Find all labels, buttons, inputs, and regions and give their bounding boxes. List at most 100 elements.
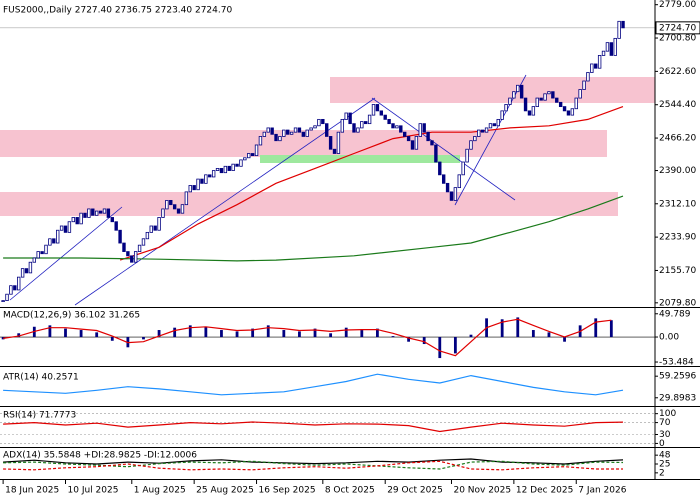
line [3, 421, 624, 433]
candle [519, 84, 524, 99]
candle [402, 131, 407, 137]
line [119, 106, 624, 261]
candle [5, 293, 9, 302]
y-tick-label: 2079.80 [659, 298, 696, 308]
candle [621, 20, 625, 29]
y-tick-label: 29.8983 [659, 393, 696, 403]
candle [492, 123, 497, 127]
histogram-bar [547, 332, 551, 338]
candle [430, 140, 434, 146]
candle [254, 144, 259, 157]
y-tick-label: 2312.10 [659, 199, 696, 209]
x-tick-label: 25 Aug 2025 [196, 486, 254, 496]
candle [594, 63, 598, 69]
candle [200, 178, 204, 184]
candle [17, 276, 21, 291]
candle [539, 97, 543, 101]
x-tick-label: 10 Jul 2025 [68, 486, 119, 496]
candle [91, 208, 95, 216]
histogram-bar [329, 333, 333, 338]
y-tick-label: 2390.00 [659, 166, 696, 176]
histogram-bar [64, 328, 67, 338]
candle [352, 123, 356, 133]
candle [67, 221, 72, 233]
candle [332, 148, 337, 154]
candle [496, 118, 500, 127]
candle [488, 123, 493, 129]
y-tick-label: 0 [659, 439, 665, 449]
candle [122, 242, 126, 252]
y-tick-label: 0.00 [659, 333, 679, 343]
histogram-bar [469, 334, 473, 338]
histogram-bar [438, 337, 442, 359]
candle [165, 200, 169, 210]
line [3, 373, 624, 396]
candle [56, 229, 60, 244]
candle [204, 174, 208, 184]
candle [617, 20, 621, 39]
candle [270, 127, 274, 135]
candle [278, 136, 282, 142]
histogram-bar [282, 330, 286, 338]
candle [250, 153, 255, 157]
candle [63, 225, 68, 233]
candle [441, 174, 446, 184]
candle [558, 101, 563, 107]
histogram-bar [220, 330, 223, 338]
candle [243, 157, 247, 161]
candle [9, 285, 13, 295]
zone [330, 77, 655, 103]
candle [59, 225, 64, 231]
candle [130, 255, 134, 263]
candle [391, 123, 395, 129]
histogram-bar [188, 325, 192, 338]
x-tick-label: 16 Sep 2025 [259, 486, 316, 496]
candle [508, 97, 512, 105]
candle [293, 127, 298, 133]
y-tick-label: 2779.00 [659, 0, 696, 10]
candle [449, 191, 454, 201]
trend-line [74, 97, 376, 306]
candle [418, 123, 422, 137]
candle [106, 208, 111, 218]
histogram-bar [563, 337, 566, 342]
candle [79, 212, 83, 225]
candle [40, 251, 44, 255]
candle [87, 208, 91, 218]
candle [336, 131, 341, 154]
candle [161, 208, 165, 218]
candle [453, 187, 458, 201]
candle [301, 131, 306, 137]
candle [375, 104, 380, 112]
candle [321, 118, 325, 125]
candle [211, 170, 216, 178]
histogram-bar [204, 326, 208, 338]
x-tick-label: 29 Oct 2025 [387, 486, 443, 496]
y-tick-label: -53.484 [659, 358, 694, 368]
candle [465, 148, 469, 163]
x-tick-label: 12 Dec 2025 [516, 486, 574, 496]
candle [75, 217, 79, 225]
candle [317, 118, 321, 127]
candle [98, 210, 103, 214]
candle [543, 93, 547, 101]
line [3, 460, 623, 471]
candle [1, 300, 5, 303]
histogram-bar [17, 333, 21, 338]
candle [480, 129, 485, 133]
candle [547, 91, 551, 95]
candle [578, 89, 582, 99]
candle [422, 123, 426, 133]
candle [613, 37, 617, 56]
candle [192, 185, 196, 191]
x-tick-label: 7 Jan 2026 [578, 486, 626, 496]
y-tick-label: 100 [659, 409, 676, 419]
candle [438, 161, 442, 176]
candle [574, 97, 578, 110]
current-price-box [655, 21, 700, 35]
candle [305, 129, 309, 137]
x-tick-label: 8 Oct 2025 [325, 486, 375, 496]
candle [286, 129, 290, 135]
